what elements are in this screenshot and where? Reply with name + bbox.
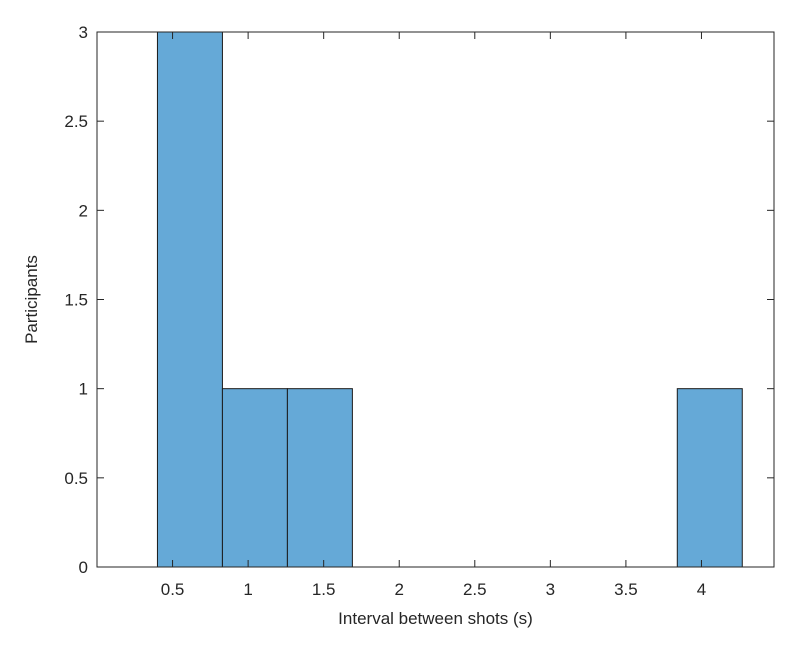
x-axis-label: Interval between shots (s) xyxy=(338,609,533,628)
y-tick-label: 1.5 xyxy=(64,291,88,310)
y-tick-label: 3 xyxy=(79,23,88,42)
x-tick-label: 3.5 xyxy=(614,580,638,599)
y-tick-label: 1 xyxy=(79,380,88,399)
x-tick-label: 2 xyxy=(394,580,403,599)
x-axis: 0.5 1 1.5 2 2.5 3 3.5 4 xyxy=(161,32,706,599)
bars-group xyxy=(156,31,743,568)
y-axis-label: Participants xyxy=(22,255,41,344)
y-tick-label: 2 xyxy=(79,201,88,220)
x-tick-label: 3 xyxy=(546,580,555,599)
y-tick-label: 0 xyxy=(79,558,88,577)
x-tick-label: 4 xyxy=(697,580,706,599)
x-tick-label: 2.5 xyxy=(463,580,487,599)
y-tick-label: 0.5 xyxy=(64,469,88,488)
x-tick-label: 1 xyxy=(243,580,252,599)
histogram-bar xyxy=(286,388,353,568)
histogram-bar xyxy=(156,31,223,568)
histogram-bar xyxy=(676,388,743,568)
x-tick-label: 1.5 xyxy=(312,580,336,599)
y-tick-label: 2.5 xyxy=(64,112,88,131)
y-axis: 0 0.5 1 1.5 2 2.5 3 xyxy=(64,23,774,577)
x-tick-label: 0.5 xyxy=(161,580,185,599)
histogram-bar xyxy=(221,388,288,568)
